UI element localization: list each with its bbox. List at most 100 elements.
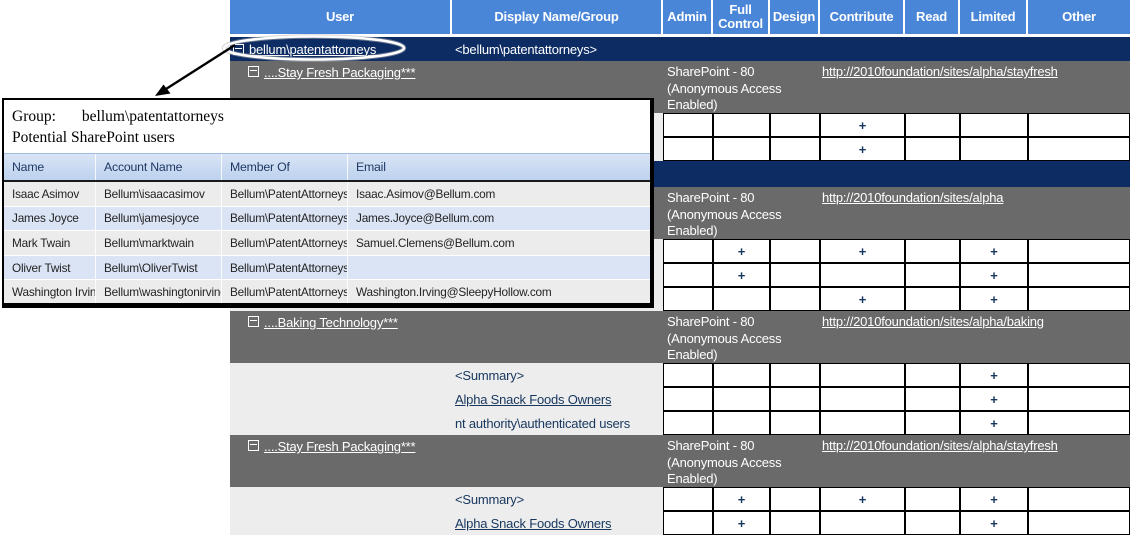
- perm-cell-limited: [960, 137, 1028, 161]
- popup-subtitle: Potential SharePoint users: [12, 128, 175, 146]
- permission-row: <Summary> + + +: [230, 487, 1130, 511]
- site-url-link[interactable]: http://2010foundation/sites/alpha/stayfr…: [822, 438, 1058, 453]
- perm-display-cell: <Summary>: [452, 363, 663, 387]
- plus-mark-full-control: +: [713, 263, 770, 287]
- column-header-user: User: [230, 0, 452, 34]
- site-url-cell: http://2010foundation/sites/alpha: [822, 187, 1130, 239]
- display-group-link[interactable]: Alpha Snack Foods Owners: [455, 391, 612, 407]
- perm-cell-full-control: [713, 363, 770, 387]
- popup-cell-account-name: Bellum\OliverTwist: [96, 255, 222, 280]
- site-url-cell: http://2010foundation/sites/alpha/stayfr…: [822, 61, 1130, 113]
- plus-mark-limited: +: [960, 263, 1028, 287]
- plus-mark-contribute: +: [820, 137, 905, 161]
- display-group-text: <Summary>: [455, 491, 525, 507]
- site-row: ....Stay Fresh Packaging*** SharePoint - …: [230, 61, 1130, 113]
- perm-cell-read: [905, 137, 960, 161]
- perm-cell-read: [905, 387, 960, 411]
- perm-cell-other: [1028, 487, 1130, 511]
- plus-mark-contribute: +: [820, 287, 905, 311]
- permission-row: nt authority\authenticated users +: [230, 411, 1130, 435]
- perm-cell-full-control: [713, 137, 770, 161]
- perm-user-cell: [230, 387, 452, 411]
- popup-cell-email: James.Joyce@Bellum.com: [356, 211, 495, 226]
- collapse-minus-icon[interactable]: [248, 440, 259, 451]
- perm-cell-read: [905, 487, 960, 511]
- column-header-design: Design: [770, 0, 820, 34]
- perm-cell-design: [770, 239, 820, 263]
- popup-cell-email: Washington.Irving@SleepyHollow.com: [356, 285, 552, 300]
- popup-member-row: Washington Irving Bellum\washingtonirving…: [4, 280, 650, 303]
- collapse-minus-icon[interactable]: [233, 44, 244, 55]
- site-url-link[interactable]: http://2010foundation/sites/alpha/stayfr…: [822, 64, 1058, 79]
- site-link[interactable]: ....Stay Fresh Packaging***: [264, 65, 416, 80]
- site-link[interactable]: ....Baking Technology***: [264, 315, 398, 330]
- perm-display-cell: Alpha Snack Foods Owners: [452, 511, 663, 535]
- perm-cell-other: [1028, 239, 1130, 263]
- perm-user-cell: [230, 363, 452, 387]
- perm-cell-read: [905, 239, 960, 263]
- perm-cell-other: [1028, 387, 1130, 411]
- popup-cell-member-of: Bellum\PatentAttorneys: [222, 231, 348, 255]
- perm-cell-design: [770, 263, 820, 287]
- plus-mark-contribute: +: [820, 487, 905, 511]
- perm-cell-other: [1028, 287, 1130, 311]
- popup-cell-name: Washington Irving: [4, 280, 96, 303]
- collapse-minus-icon[interactable]: [248, 316, 259, 327]
- popup-cell-account-name: Bellum\marktwain: [96, 231, 222, 255]
- popup-cell-name: Isaac Asimov: [4, 182, 96, 206]
- site-link[interactable]: ....Stay Fresh Packaging***: [264, 439, 416, 454]
- site-url-cell: http://2010foundation/sites/alpha/baking: [822, 311, 1130, 363]
- perm-cell-design: [770, 113, 820, 137]
- site-name-cell: ....Stay Fresh Packaging***: [230, 61, 663, 113]
- perm-cell-full-control: [713, 287, 770, 311]
- perm-user-cell: [230, 411, 452, 435]
- perm-cell-other: [1028, 113, 1130, 137]
- perm-cell-other: [1028, 511, 1130, 535]
- group-link[interactable]: bellum\patentattorneys: [249, 41, 377, 57]
- perm-cell-design: [770, 137, 820, 161]
- column-header-contribute: Contribute: [820, 0, 905, 34]
- group-row: bellum\patentattorneys <bellum\patentatto…: [230, 37, 1130, 61]
- site-url-link[interactable]: http://2010foundation/sites/alpha: [822, 190, 1004, 205]
- column-header-display-name-group: Display Name/Group: [452, 0, 663, 34]
- collapse-minus-icon[interactable]: [248, 66, 259, 77]
- perm-cell-design: [770, 387, 820, 411]
- perm-cell-full-control: [713, 113, 770, 137]
- site-url-link[interactable]: http://2010foundation/sites/alpha/baking: [822, 314, 1044, 329]
- group-members-popup: Group: bellum\patentattorneys Potential S…: [2, 98, 654, 308]
- perm-cell-admin: [663, 411, 713, 435]
- popup-member-row: James Joyce Bellum\jamesjoyce Bellum\Paten…: [4, 206, 650, 232]
- popup-cell-email: [348, 256, 650, 280]
- perm-cell-admin: [663, 287, 713, 311]
- popup-cell-name: Oliver Twist: [4, 255, 96, 280]
- group-display-cell: <bellum\patentattorneys>: [455, 41, 597, 57]
- plus-mark-full-control: +: [713, 511, 770, 535]
- popup-heading: Group: bellum\patentattorneys Potential S…: [4, 100, 650, 153]
- popup-group-line: Group: bellum\patentattorneys: [12, 107, 650, 128]
- perm-cell-design: [770, 511, 820, 535]
- perm-cell-read: [905, 263, 960, 287]
- column-header-other: Other: [1028, 0, 1130, 34]
- perm-cell-contribute: [820, 263, 905, 287]
- perm-cell-admin: [663, 387, 713, 411]
- site-row: ....Baking Technology*** SharePoint - 80 …: [230, 311, 1130, 363]
- perm-cell-admin: [663, 137, 713, 161]
- permission-row: <Summary> +: [230, 363, 1130, 387]
- site-name-cell: ....Stay Fresh Packaging***: [230, 435, 663, 487]
- plus-mark-limited: +: [960, 363, 1028, 387]
- perm-cell-admin: [663, 263, 713, 287]
- perm-cell-other: [1028, 137, 1130, 161]
- plus-mark-full-control: +: [713, 487, 770, 511]
- permission-row: Alpha Snack Foods Owners + +: [230, 511, 1130, 535]
- popup-column-header-member-of: Member Of: [222, 154, 348, 180]
- table-header-row: User Display Name/Group Admin Full Control D…: [230, 0, 1130, 34]
- popup-cell-account-name: Bellum\washingtonirving: [96, 280, 222, 303]
- site-server-cell: SharePoint - 80 (Anonymous Access Enable…: [667, 438, 782, 487]
- perm-display-cell: Alpha Snack Foods Owners: [452, 387, 663, 411]
- popup-cell-account-name: Bellum\isaacasimov: [96, 182, 222, 206]
- perm-cell-other: [1028, 411, 1130, 435]
- perm-user-cell: [230, 487, 452, 511]
- plus-mark-limited: +: [960, 387, 1028, 411]
- column-header-full-control: Full Control: [713, 0, 770, 34]
- site-name-cell: ....Baking Technology***: [230, 311, 663, 363]
